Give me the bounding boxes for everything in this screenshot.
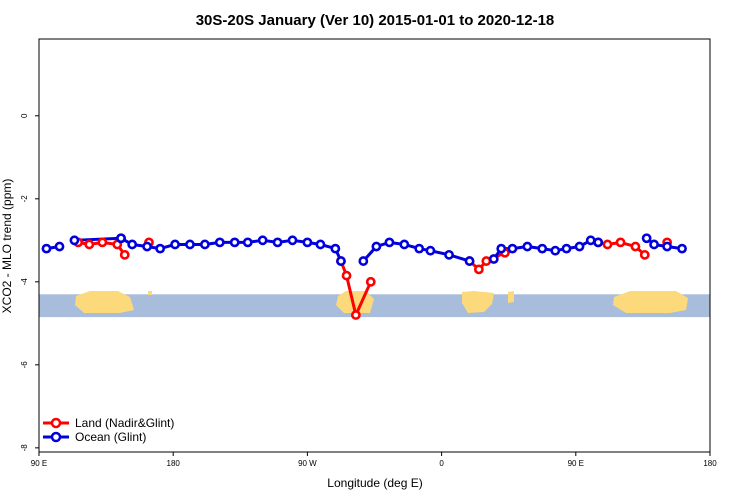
- map-band: [39, 291, 710, 318]
- data-point-ocean: [593, 237, 604, 248]
- data-point-land: [119, 249, 130, 260]
- x-tick-label: 180: [167, 459, 181, 468]
- data-point-land: [615, 237, 626, 248]
- data-point-ocean: [287, 235, 298, 246]
- data-point-ocean: [315, 239, 326, 250]
- data-point-ocean: [69, 235, 80, 246]
- data-point-ocean: [574, 241, 585, 252]
- data-point-ocean: [257, 235, 268, 246]
- data-point-land: [473, 264, 484, 275]
- data-point-ocean: [358, 256, 369, 266]
- data-point-ocean: [585, 235, 596, 246]
- legend-label-land: Land (Nadir&Glint): [75, 416, 174, 430]
- data-point-land: [97, 237, 108, 248]
- data-point-ocean: [649, 239, 659, 250]
- map-land-4: [613, 291, 688, 313]
- data-point-ocean: [54, 241, 65, 252]
- data-point-ocean: [142, 241, 153, 252]
- legend-marker-land: [50, 417, 62, 429]
- map-land-5: [148, 291, 152, 295]
- data-point-ocean: [507, 243, 518, 254]
- map-land-3: [508, 291, 514, 303]
- x-axis: 90 E 180 90 W 0 90 E 180: [31, 452, 717, 468]
- data-point-ocean: [550, 245, 561, 256]
- series-line-land: [339, 260, 373, 317]
- data-point-ocean: [330, 243, 341, 254]
- data-point-ocean: [155, 243, 166, 254]
- data-point-ocean: [399, 239, 410, 250]
- data-point-land: [84, 239, 95, 250]
- data-point-ocean: [272, 237, 283, 248]
- data-point-ocean: [336, 256, 346, 266]
- legend-marker-ocean: [50, 431, 62, 443]
- legend: Land (Nadir&Glint) Ocean (Glint): [43, 416, 174, 444]
- x-tick-label: 90 E: [568, 459, 584, 468]
- data-point-ocean: [561, 243, 572, 254]
- data-point-land: [365, 276, 376, 287]
- data-point-land: [481, 256, 492, 266]
- data-point-land: [630, 241, 641, 252]
- data-point-ocean: [229, 237, 240, 248]
- x-axis-label: Longitude (deg E): [327, 476, 422, 490]
- data-point-ocean: [488, 254, 499, 264]
- legend-label-ocean: Ocean (Glint): [75, 430, 146, 444]
- data-point-land: [639, 249, 650, 260]
- data-point-ocean: [641, 233, 652, 244]
- x-tick-label: 90 E: [31, 459, 47, 468]
- y-axis: 0 -2 -4 -6 -8: [20, 113, 39, 451]
- chart-title: 30S-20S January (Ver 10) 2015-01-01 to 2…: [196, 12, 555, 29]
- data-point-ocean: [127, 239, 138, 250]
- data-point-ocean: [199, 239, 210, 250]
- data-point-ocean: [444, 249, 454, 260]
- map-land-0: [75, 291, 134, 313]
- y-tick-label: -8: [20, 444, 29, 452]
- data-point-ocean: [371, 241, 382, 252]
- x-tick-label: 90 W: [298, 459, 317, 468]
- y-tick-label: -2: [20, 195, 29, 203]
- data-point-ocean: [522, 241, 533, 252]
- data-point-ocean: [116, 233, 126, 244]
- series-layer: [41, 233, 687, 320]
- data-point-ocean: [41, 243, 52, 254]
- data-point-ocean: [384, 237, 395, 248]
- data-point-ocean: [677, 243, 687, 254]
- data-point-ocean: [414, 243, 425, 254]
- data-point-ocean: [425, 245, 436, 256]
- data-point-land: [341, 270, 352, 281]
- data-point-ocean: [496, 243, 507, 254]
- data-point-ocean: [662, 241, 673, 252]
- y-tick-label: 0: [20, 113, 29, 118]
- x-tick-label: 0: [439, 459, 444, 468]
- data-point-land: [602, 239, 613, 250]
- plot-frame: [38, 38, 711, 453]
- map-ocean: [39, 294, 710, 318]
- data-point-land: [350, 310, 361, 320]
- y-tick-label: -6: [20, 361, 29, 369]
- y-axis-label: XCO2 - MLO trend (ppm): [0, 179, 14, 314]
- y-tick-label: -4: [20, 278, 29, 286]
- data-point-ocean: [242, 237, 253, 248]
- data-point-ocean: [185, 239, 195, 250]
- data-point-ocean: [214, 237, 225, 248]
- data-point-ocean: [464, 256, 475, 266]
- x-tick-label: 180: [703, 459, 717, 468]
- map-land-2: [462, 291, 494, 313]
- data-point-ocean: [302, 237, 313, 248]
- data-point-ocean: [170, 239, 180, 250]
- data-point-ocean: [537, 243, 548, 254]
